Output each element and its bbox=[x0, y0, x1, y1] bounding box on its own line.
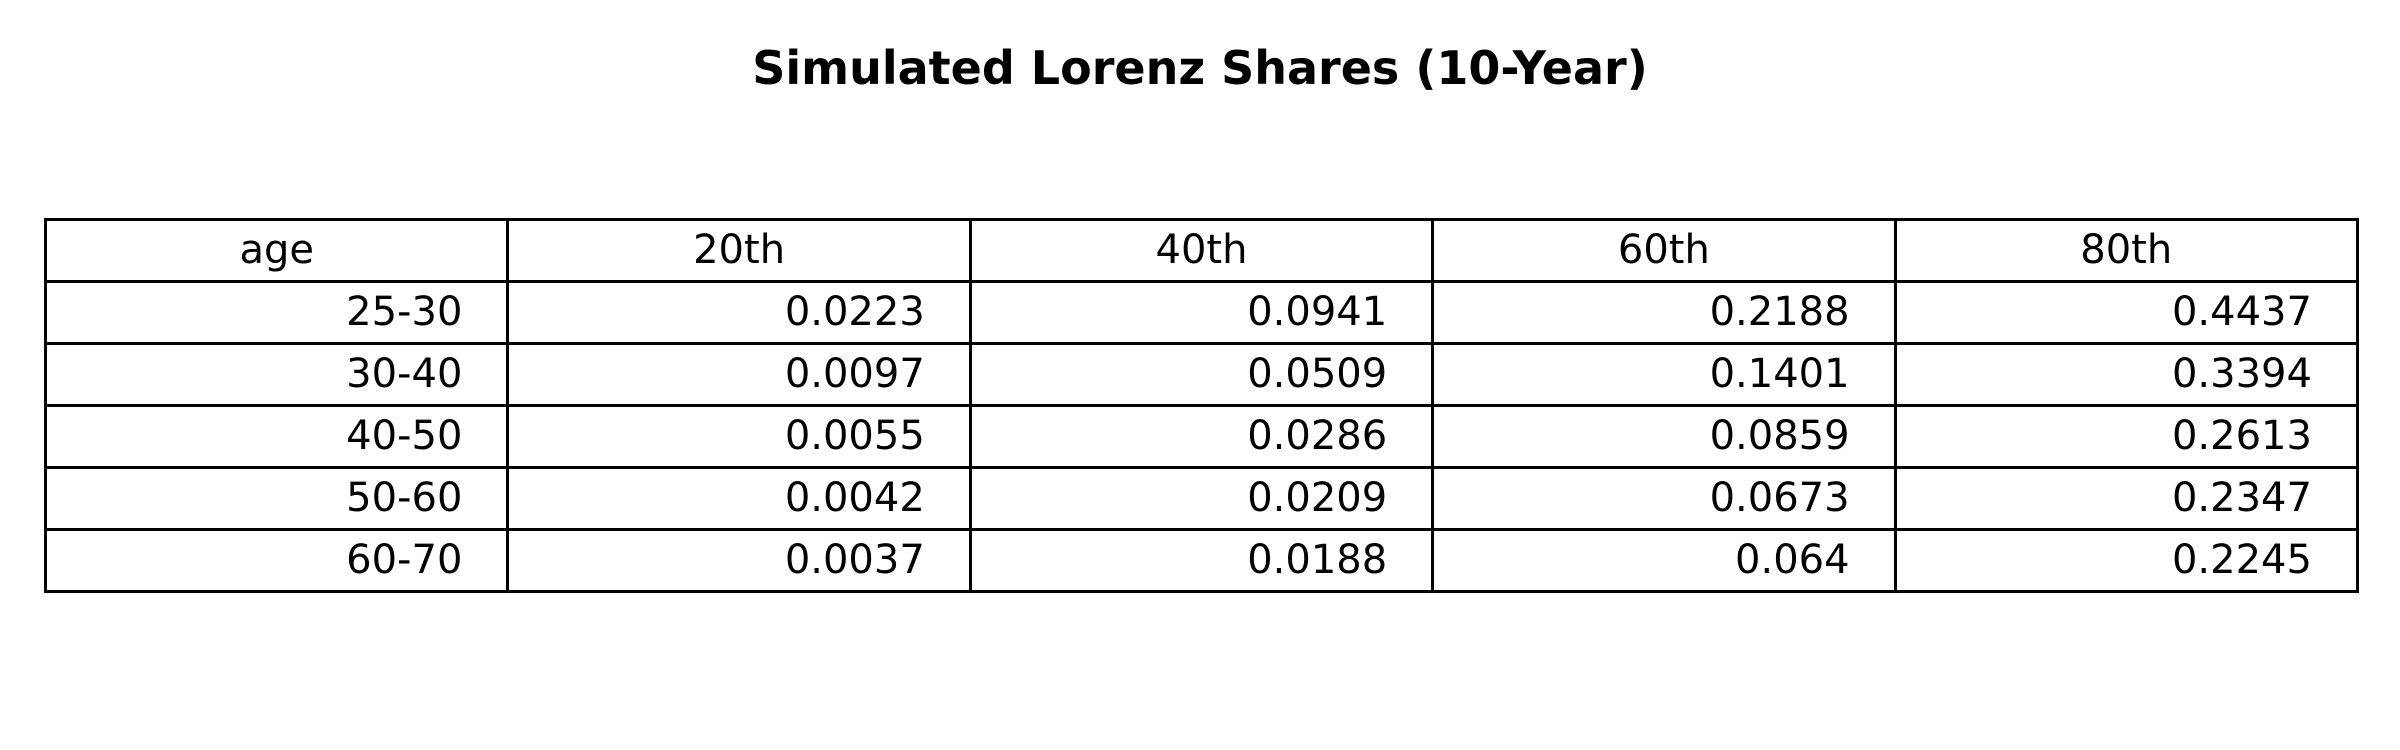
header-row: age 20th 40th 60th 80th bbox=[43, 218, 2359, 283]
table-row: 50-60 0.0042 0.0209 0.0673 0.2347 bbox=[43, 466, 2359, 531]
table-row: 60-70 0.0037 0.0188 0.064 0.2245 bbox=[43, 528, 2359, 593]
table-cell: 0.0209 bbox=[968, 466, 1435, 531]
table-cell: 0.064 bbox=[1431, 528, 1897, 593]
table-cell: 0.0859 bbox=[1431, 404, 1897, 469]
table-cell: 0.0941 bbox=[968, 280, 1435, 345]
table-cell: 25-30 bbox=[43, 280, 510, 345]
table-cell: 0.0223 bbox=[506, 280, 972, 345]
table-cell: 50-60 bbox=[43, 466, 510, 531]
table-cell: 0.1401 bbox=[1431, 342, 1897, 407]
table-cell: 0.0042 bbox=[506, 466, 972, 531]
data-table: age 20th 40th 60th 80th 25-30 0.0223 0.0… bbox=[43, 218, 2359, 593]
table-cell: 0.0097 bbox=[506, 342, 972, 407]
header-cell-60th: 60th bbox=[1431, 218, 1897, 283]
header-cell-40th: 40th bbox=[968, 218, 1435, 283]
table-cell: 40-50 bbox=[43, 404, 510, 469]
table-row: 40-50 0.0055 0.0286 0.0859 0.2613 bbox=[43, 404, 2359, 469]
table-cell: 0.0055 bbox=[506, 404, 972, 469]
table-row: 25-30 0.0223 0.0941 0.2188 0.4437 bbox=[43, 280, 2359, 345]
table-cell: 0.3394 bbox=[1893, 342, 2359, 407]
table-cell: 0.0509 bbox=[968, 342, 1435, 407]
table-cell: 0.2613 bbox=[1893, 404, 2359, 469]
table-cell: 0.2347 bbox=[1893, 466, 2359, 531]
table-cell: 0.0286 bbox=[968, 404, 1435, 469]
header-cell-20th: 20th bbox=[506, 218, 972, 283]
table-cell: 60-70 bbox=[43, 528, 510, 593]
table-cell: 0.4437 bbox=[1893, 280, 2359, 345]
table-cell: 30-40 bbox=[43, 342, 510, 407]
table-cell: 0.0673 bbox=[1431, 466, 1897, 531]
table-cell: 0.0188 bbox=[968, 528, 1435, 593]
header-cell-80th: 80th bbox=[1893, 218, 2359, 283]
table-cell: 0.2245 bbox=[1893, 528, 2359, 593]
table-row: 30-40 0.0097 0.0509 0.1401 0.3394 bbox=[43, 342, 2359, 407]
header-cell-age: age bbox=[43, 218, 510, 283]
table-cell: 0.2188 bbox=[1431, 280, 1897, 345]
table-cell: 0.0037 bbox=[506, 528, 972, 593]
chart-title: Simulated Lorenz Shares (10-Year) bbox=[752, 41, 1648, 95]
